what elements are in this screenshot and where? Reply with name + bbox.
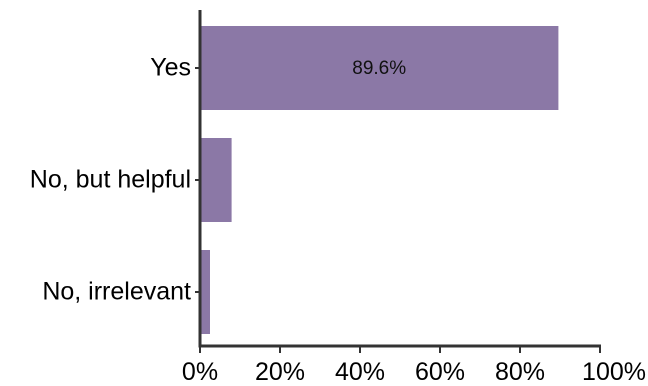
category-labels-layer: Yes No, but helpful No, irrelevant: [30, 54, 191, 306]
x-tick-label-60: 60%: [415, 358, 465, 386]
x-tick-label-100: 100%: [582, 358, 646, 386]
data-labels-layer: 89.6%: [352, 58, 406, 79]
x-tick-label-0: 0%: [182, 358, 218, 386]
category-label-yes: Yes: [150, 54, 191, 82]
bars-layer: [201, 26, 559, 334]
bar-no-irrelevant: [201, 250, 210, 334]
axes-layer: [195, 10, 601, 353]
x-tick-label-80: 80%: [495, 358, 545, 386]
data-label-yes: 89.6%: [352, 58, 406, 79]
bar-yes: [201, 26, 559, 110]
x-tick-label-40: 40%: [335, 358, 385, 386]
bar-no-but-helpful: [201, 138, 232, 222]
category-label-no-irrelevant: No, irrelevant: [42, 278, 191, 306]
category-label-no-but-helpful: No, but helpful: [30, 166, 191, 194]
x-tick-labels-layer: 0% 20% 40% 60% 80% 100%: [182, 358, 646, 386]
x-tick-label-20: 20%: [255, 358, 305, 386]
